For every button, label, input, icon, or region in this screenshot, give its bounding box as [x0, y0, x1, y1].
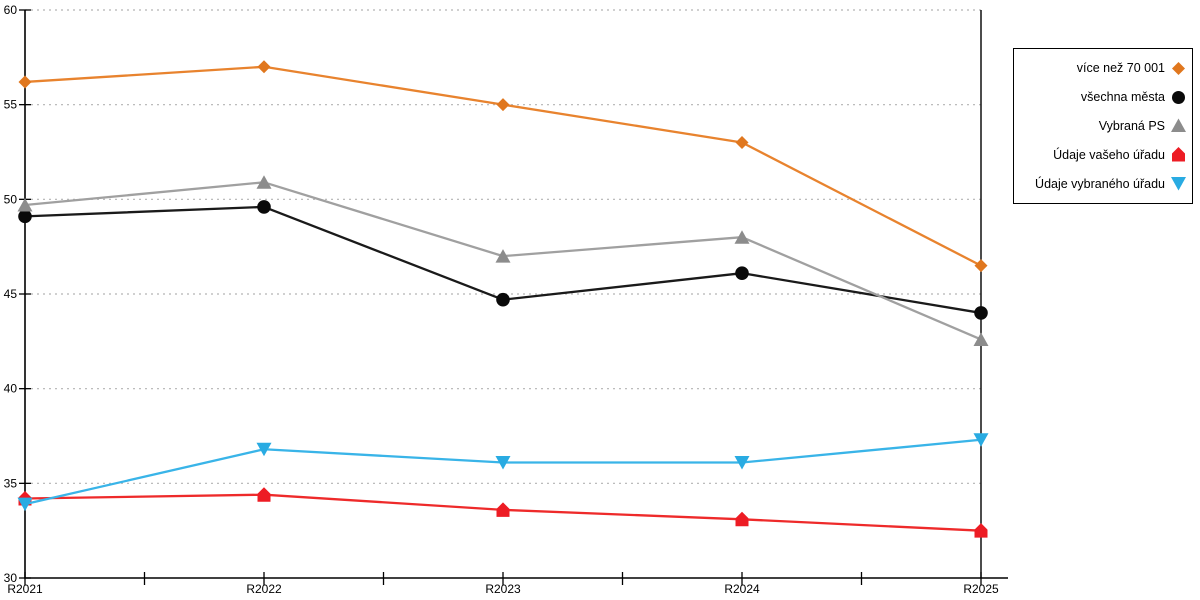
- x-tick-label: R2023: [485, 582, 521, 596]
- data-point: [256, 442, 272, 457]
- chart-legend: více než 70 001 všechna města Vybraná PS Úd…: [1013, 48, 1193, 204]
- legend-marker-shape: [1172, 90, 1185, 104]
- data-point: [257, 487, 271, 502]
- y-tick-label: 40: [4, 382, 18, 396]
- data-point: [735, 511, 749, 527]
- triangle-up-icon: [1171, 118, 1186, 133]
- y-tick-label: 60: [4, 3, 18, 17]
- legend-label: Údaje vybraného úřadu: [1035, 176, 1165, 191]
- legend-item: Údaje vybraného úřadu: [1018, 176, 1186, 191]
- series-line-0: [24, 65, 982, 267]
- data-point: [974, 259, 988, 273]
- data-point: [496, 502, 510, 517]
- x-tick-label: R2024: [724, 582, 760, 596]
- data-point: [18, 75, 32, 89]
- legend-label: všechna města: [1080, 90, 1165, 105]
- data-point: [734, 456, 750, 470]
- legend-marker-shape: [1172, 147, 1185, 162]
- data-point: [496, 292, 510, 307]
- legend-item: všechna města: [1018, 90, 1186, 105]
- y-tick-label: 45: [4, 287, 18, 301]
- legend-marker-shape: [1172, 61, 1185, 75]
- pentagon-icon: [1172, 147, 1185, 162]
- x-tick-label: R2022: [246, 582, 282, 596]
- y-tick-label: 35: [4, 476, 18, 490]
- legend-item: Údaje vašeho úřadu: [1018, 147, 1186, 162]
- data-point: [18, 209, 32, 224]
- data-point: [257, 200, 271, 214]
- data-point: [495, 456, 511, 470]
- y-tick-label: 55: [4, 98, 18, 112]
- data-point: [17, 198, 33, 212]
- legend-label: Vybraná PS: [1098, 118, 1165, 133]
- legend-label: více než 70 001: [1076, 61, 1165, 76]
- series-line-4: [24, 438, 982, 506]
- data-point: [974, 523, 988, 538]
- x-tick-label: R2025: [963, 582, 999, 596]
- legend-item: více než 70 001: [1018, 61, 1186, 76]
- legend-marker-shape: [1171, 177, 1186, 191]
- data-point: [17, 497, 33, 512]
- data-point: [257, 60, 271, 74]
- data-point: [734, 230, 750, 244]
- x-tick-label: R2021: [7, 582, 43, 596]
- data-point: [256, 175, 272, 189]
- y-tick-label: 30: [4, 571, 18, 585]
- diamond-icon: [1172, 61, 1185, 75]
- data-point: [974, 306, 988, 320]
- legend-label: Údaje vašeho úřadu: [1053, 147, 1165, 162]
- legend-marker-shape: [1171, 118, 1186, 133]
- data-point: [496, 98, 510, 112]
- legend-item: Vybraná PS: [1018, 118, 1186, 133]
- data-point: [735, 266, 749, 280]
- circle-icon: [1172, 90, 1185, 104]
- data-point: [973, 433, 989, 447]
- data-point: [735, 136, 749, 150]
- data-point: [495, 249, 511, 263]
- y-tick-label: 50: [4, 192, 18, 206]
- data-point: [973, 332, 989, 346]
- triangle-down-icon: [1171, 177, 1186, 191]
